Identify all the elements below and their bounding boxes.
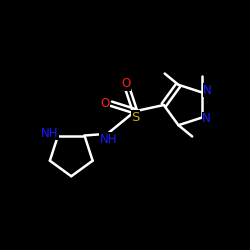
Text: O: O bbox=[122, 77, 131, 90]
Text: N: N bbox=[202, 112, 211, 125]
Text: NH: NH bbox=[100, 133, 117, 146]
Text: NH: NH bbox=[40, 126, 58, 140]
Text: N: N bbox=[203, 84, 212, 96]
Text: O: O bbox=[100, 97, 110, 110]
Text: S: S bbox=[131, 111, 140, 124]
